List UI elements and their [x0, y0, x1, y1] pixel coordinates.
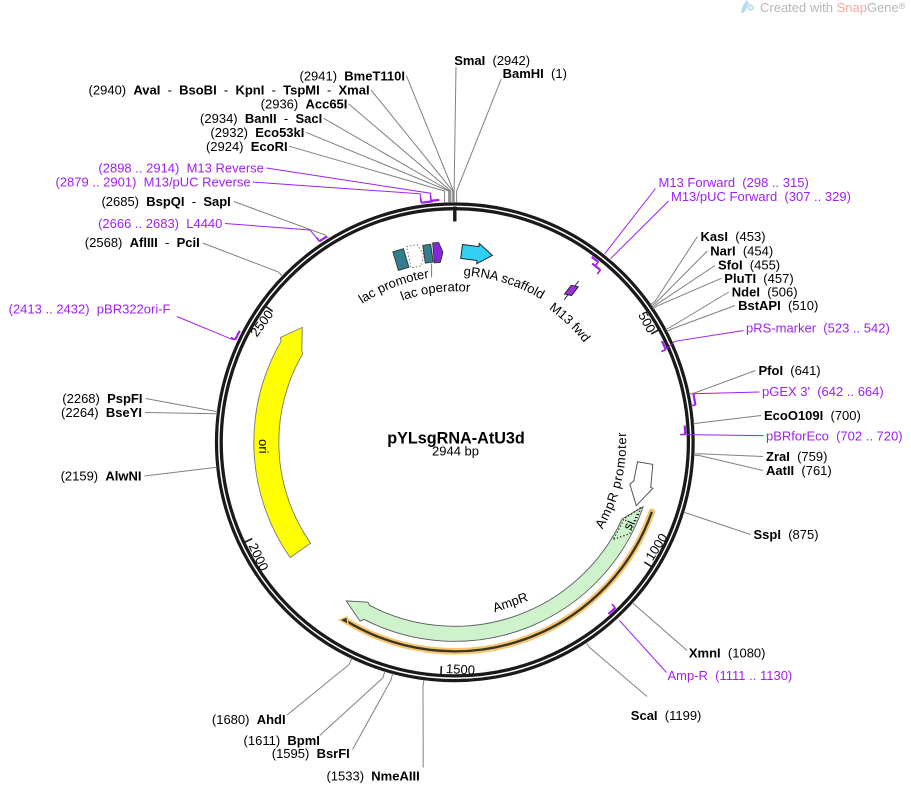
svg-text:pGEX 3' (642 .. 664): pGEX 3' (642 .. 664) — [762, 384, 884, 399]
svg-text:pRS-marker (523 .. 542): pRS-marker (523 .. 542) — [746, 321, 890, 336]
svg-text:KasI (453): KasI (453) — [701, 229, 766, 244]
svg-text:EcoO109I (700): EcoO109I (700) — [764, 408, 861, 423]
svg-text:(1533) NmeAIII: (1533) NmeAIII — [326, 768, 419, 783]
svg-text:(2413 .. 2432) pBR322ori-F: (2413 .. 2432) pBR322ori-F — [9, 302, 171, 317]
svg-text:NarI (454): NarI (454) — [710, 244, 773, 259]
svg-text:(2879 .. 2901) M13/pUC Revers: (2879 .. 2901) M13/pUC Reverse — [55, 174, 250, 189]
svg-text:M13/pUC Forward (307 .. 329): M13/pUC Forward (307 .. 329) — [671, 189, 851, 204]
svg-text:ScaI (1199): ScaI (1199) — [631, 708, 702, 723]
svg-text:(1680) AhdI: (1680) AhdI — [212, 712, 286, 727]
svg-text:(2568) AflIII - PciI: (2568) AflIII - PciI — [85, 235, 200, 250]
svg-text:SspI (875): SspI (875) — [754, 527, 819, 542]
svg-text:ori: ori — [256, 439, 271, 454]
svg-text:(2159) AlwNI: (2159) AlwNI — [61, 469, 142, 484]
svg-text:AatII (761): AatII (761) — [766, 463, 832, 478]
svg-text:(2934) BanII - SacI: (2934) BanII - SacI — [200, 111, 322, 126]
svg-text:(2264) BseYI: (2264) BseYI — [61, 405, 142, 420]
svg-text:(2936) Acc65I: (2936) Acc65I — [261, 97, 348, 112]
svg-text:pBRforEco (702 .. 720): pBRforEco (702 .. 720) — [766, 429, 903, 444]
svg-text:(2941) BmeT110I: (2941) BmeT110I — [299, 68, 405, 83]
svg-text:BstAPI (510): BstAPI (510) — [738, 298, 818, 313]
svg-text:(2268) PspFI: (2268) PspFI — [62, 391, 142, 406]
svg-text:BamHI (1): BamHI (1) — [503, 66, 567, 81]
svg-text:XmnI (1080): XmnI (1080) — [689, 646, 766, 661]
svg-text:Amp-R (1111 .. 1130): Amp-R (1111 .. 1130) — [668, 668, 793, 683]
svg-text:(2932) Eco53kI: (2932) Eco53kI — [210, 125, 304, 140]
svg-text:(2940) AvaI - BsoBI - Kpn: (2940) AvaI - BsoBI - KpnI - TspMI - Xma… — [89, 83, 370, 98]
svg-text:(2666 .. 2683) L4440: (2666 .. 2683) L4440 — [98, 216, 222, 231]
svg-text:2944 bp: 2944 bp — [432, 444, 479, 459]
svg-text:(1595) BsrFI: (1595) BsrFI — [272, 746, 350, 761]
svg-text:(2685) BspQI - SapI: (2685) BspQI - SapI — [101, 194, 230, 209]
svg-text:M13 Forward (298 .. 315): M13 Forward (298 .. 315) — [659, 175, 809, 190]
svg-text:Created with SnapGene®: Created with SnapGene® — [760, 0, 906, 15]
svg-text:ZraI (759): ZraI (759) — [766, 449, 827, 464]
svg-text:(2898 .. 2914) M13 Reverse: (2898 .. 2914) M13 Reverse — [98, 161, 263, 176]
svg-text:1500: 1500 — [446, 661, 476, 678]
svg-text:PfoI (641): PfoI (641) — [759, 363, 821, 378]
svg-text:(2924) EcoRI: (2924) EcoRI — [206, 139, 288, 154]
